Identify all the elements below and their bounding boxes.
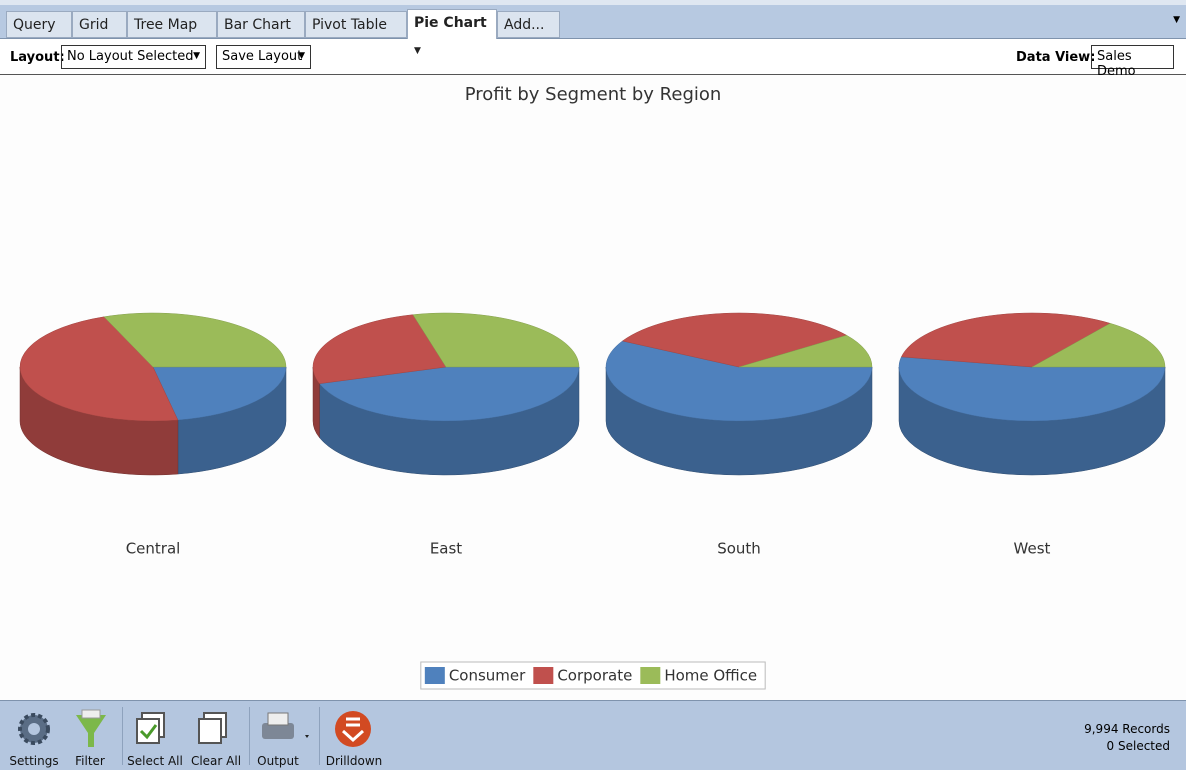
layout-select[interactable]: No Layout Selected ▼ bbox=[61, 45, 206, 69]
pie-label: South bbox=[717, 540, 761, 558]
legend-swatch bbox=[424, 667, 445, 684]
legend-label: Home Office bbox=[664, 667, 757, 685]
tab[interactable]: Pivot Table bbox=[305, 11, 407, 38]
tab[interactable]: Grid bbox=[72, 11, 127, 38]
tab[interactable]: Bar Chart bbox=[217, 11, 305, 38]
legend-swatch bbox=[533, 667, 554, 684]
legend-label: Corporate bbox=[557, 667, 632, 685]
pie-slice bbox=[738, 334, 873, 368]
chart: Profit by Segment by Region Central East S… bbox=[0, 75, 1186, 700]
tab-active[interactable]: Pie Chart ▼ bbox=[407, 9, 497, 56]
label: Data View: bbox=[1016, 50, 1096, 65]
select-all-button[interactable]: Select All bbox=[127, 754, 183, 768]
save-select[interactable]: Save Layout ▼ bbox=[216, 45, 311, 69]
selected-count: 0 Selected bbox=[1106, 739, 1170, 753]
filter-button[interactable]: Filter bbox=[75, 754, 105, 768]
slice-top bbox=[312, 314, 447, 384]
pie-slice bbox=[152, 366, 287, 475]
tab-label: Pie Chart bbox=[414, 15, 487, 31]
record-info: 9,994 Records 0 Selected bbox=[1084, 721, 1170, 755]
label: Layout: bbox=[10, 50, 65, 65]
record-count: 9,994 Records bbox=[1084, 722, 1170, 736]
slice-top bbox=[412, 312, 580, 368]
pie-slice bbox=[1031, 323, 1166, 368]
separator bbox=[249, 707, 250, 765]
legend-box bbox=[420, 661, 766, 690]
slice-top bbox=[605, 340, 873, 422]
pie-slice bbox=[319, 366, 580, 476]
slice-top bbox=[738, 334, 873, 368]
slice-top bbox=[319, 366, 580, 422]
overflow-arrow[interactable]: ▼ bbox=[1173, 15, 1180, 25]
output-button[interactable]: Output bbox=[257, 754, 299, 768]
pie-slice bbox=[900, 312, 1111, 368]
pie-slice bbox=[19, 316, 179, 476]
pie-slice bbox=[621, 312, 848, 368]
drilldown-button[interactable]: Drilldown bbox=[325, 754, 383, 768]
pie-slice bbox=[898, 356, 1166, 476]
tab-bar: Query Grid Tree Map Bar Chart Pivot Tabl… bbox=[0, 0, 1186, 56]
pie-slice bbox=[412, 312, 580, 368]
pie-label: Central bbox=[126, 540, 181, 558]
tab[interactable]: Tree Map bbox=[127, 11, 217, 38]
slice-top bbox=[900, 312, 1111, 368]
tab[interactable]: Query bbox=[6, 11, 72, 38]
clear-all-button[interactable]: Clear All bbox=[190, 754, 242, 768]
legend-swatch bbox=[640, 667, 661, 684]
separator bbox=[319, 707, 320, 765]
slice-top bbox=[1031, 323, 1166, 368]
slice-top bbox=[152, 366, 287, 421]
slice-top bbox=[19, 316, 179, 422]
pie-slice bbox=[312, 314, 447, 439]
slice-top bbox=[898, 356, 1166, 422]
layout-bar: Layout: No Layout Selected ▼ Save Layout ▼… bbox=[0, 39, 1186, 79]
pie-label: East bbox=[430, 540, 462, 558]
settings-button[interactable]: Settings bbox=[9, 754, 59, 768]
dropdown-arrow[interactable]: ▼ bbox=[414, 46, 421, 56]
pie-slice bbox=[605, 340, 873, 476]
select-text: No Layout Selected bbox=[67, 49, 194, 64]
select-text: Save Layout bbox=[222, 49, 303, 64]
legend: Consumer Corporate Home Office bbox=[420, 661, 766, 690]
legend-label: Consumer bbox=[449, 667, 526, 685]
pie-label: West bbox=[1014, 540, 1051, 558]
toolbar-icons bbox=[18, 709, 371, 747]
data-view-box[interactable]: Sales Demo bbox=[1091, 45, 1174, 79]
tab[interactable]: Add... bbox=[497, 11, 560, 38]
bottom-toolbar: Settings Filter Select All Clear All Out… bbox=[0, 700, 1186, 770]
slice-top bbox=[621, 312, 848, 368]
separator bbox=[122, 707, 123, 765]
pie-slice bbox=[103, 312, 287, 368]
chart-title: Profit by Segment by Region bbox=[465, 84, 722, 105]
slice-top bbox=[103, 312, 287, 368]
